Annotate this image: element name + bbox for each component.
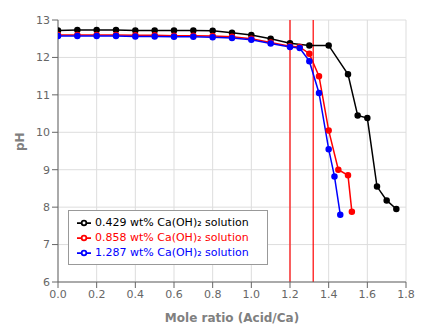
svg-text:11: 11 bbox=[36, 89, 50, 102]
svg-text:7: 7 bbox=[43, 238, 50, 251]
svg-text:1.2: 1.2 bbox=[281, 288, 299, 301]
svg-text:0.4: 0.4 bbox=[127, 288, 145, 301]
svg-text:13: 13 bbox=[36, 14, 50, 27]
svg-text:8: 8 bbox=[43, 201, 50, 214]
svg-text:1.8: 1.8 bbox=[397, 288, 415, 301]
svg-text:10: 10 bbox=[36, 126, 50, 139]
svg-text:1.0: 1.0 bbox=[243, 288, 261, 301]
svg-text:0.2: 0.2 bbox=[88, 288, 106, 301]
html-text:0.429 wt% Ca(OH)₂ solution: 0.429 wt% Ca(OH)₂ solution bbox=[95, 216, 249, 229]
svg-text:Mole ratio (Acid/Ca): Mole ratio (Acid/Ca) bbox=[165, 311, 299, 325]
svg-text:1.4: 1.4 bbox=[320, 288, 338, 301]
svg-text:12: 12 bbox=[36, 51, 50, 64]
svg-text:0.8: 0.8 bbox=[204, 288, 222, 301]
svg-text:9: 9 bbox=[43, 164, 50, 177]
svg-text:1.6: 1.6 bbox=[359, 288, 377, 301]
svg-text:6: 6 bbox=[43, 276, 50, 289]
html-text:0.858 wt% Ca(OH)₂ solution: 0.858 wt% Ca(OH)₂ solution bbox=[95, 231, 249, 244]
svg-text:pH: pH bbox=[13, 132, 27, 151]
html-text:1.287 wt% Ca(OH)₂ solution: 1.287 wt% Ca(OH)₂ solution bbox=[95, 246, 249, 259]
svg-text:0.6: 0.6 bbox=[165, 288, 183, 301]
svg-text:0.0: 0.0 bbox=[49, 288, 67, 301]
